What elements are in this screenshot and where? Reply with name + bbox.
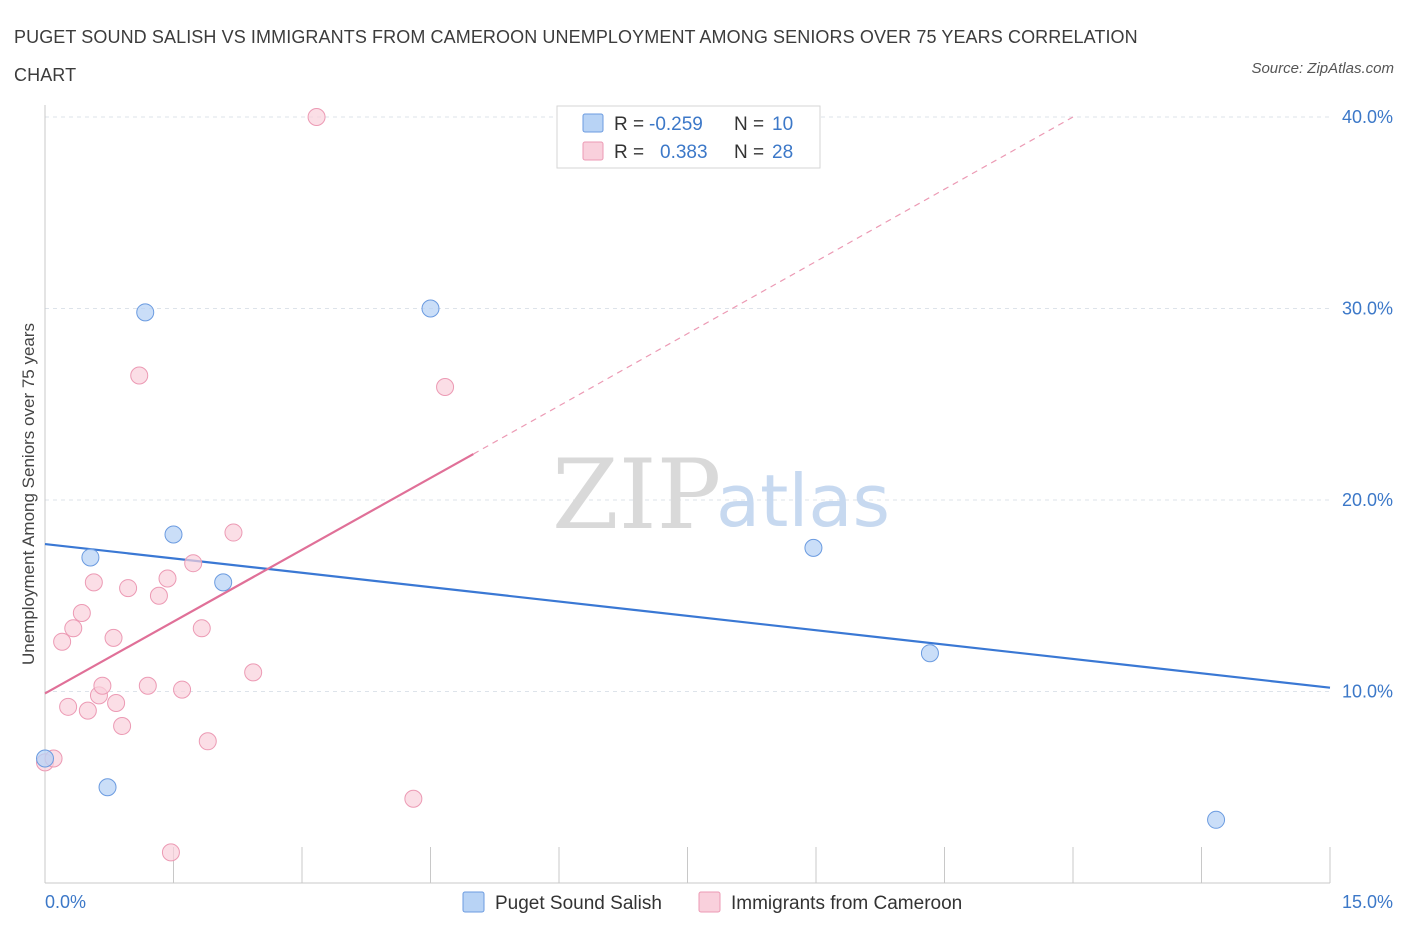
trend-lines: [44, 116, 1331, 695]
trend-extension-immigrants-from-cameroon: [473, 116, 1074, 455]
watermark: ZIP atlas: [552, 439, 890, 551]
series-legend-label-1: Puget Sound Salish: [495, 893, 662, 914]
point-immigrants-from-cameroon: [113, 716, 132, 735]
series-legend: Puget Sound Salish Immigrants from Camer…: [462, 891, 962, 914]
point-puget-sound-salish: [164, 525, 183, 544]
legend-n-label-1: N =: [734, 114, 764, 135]
watermark-atlas: atlas: [716, 459, 890, 543]
point-puget-sound-salish: [214, 573, 233, 592]
point-immigrants-from-cameroon: [138, 676, 157, 695]
point-immigrants-from-cameroon: [161, 843, 180, 862]
point-puget-sound-salish: [1207, 810, 1226, 829]
source-label: Source: ZipAtlas.com: [1251, 60, 1394, 77]
y-tick-label: 10.0%: [1342, 682, 1393, 702]
point-immigrants-from-cameroon: [59, 697, 78, 716]
data-points: [36, 108, 1226, 862]
legend-n-value-2: 28: [772, 142, 793, 163]
point-immigrants-from-cameroon: [72, 603, 91, 622]
y-tick-label: 30.0%: [1342, 299, 1393, 319]
point-immigrants-from-cameroon: [244, 663, 263, 682]
point-immigrants-from-cameroon: [130, 366, 149, 385]
point-immigrants-from-cameroon: [64, 619, 83, 638]
grid: [45, 116, 1330, 692]
point-immigrants-from-cameroon: [404, 789, 423, 808]
point-puget-sound-salish: [81, 548, 100, 567]
point-puget-sound-salish: [36, 749, 54, 768]
legend-n-label-2: N =: [734, 142, 764, 163]
point-immigrants-from-cameroon: [192, 619, 211, 638]
point-immigrants-from-cameroon: [119, 579, 138, 598]
x-tick-label-min: 0.0%: [45, 892, 86, 912]
y-tick-label: 20.0%: [1342, 490, 1393, 510]
series-legend-swatch-blue: [462, 891, 485, 913]
point-immigrants-from-cameroon: [78, 701, 97, 720]
point-immigrants-from-cameroon: [436, 378, 455, 397]
point-immigrants-from-cameroon: [173, 680, 192, 699]
point-immigrants-from-cameroon: [184, 554, 203, 573]
point-puget-sound-salish: [98, 778, 117, 797]
point-immigrants-from-cameroon: [53, 632, 72, 651]
point-immigrants-from-cameroon: [107, 693, 126, 712]
trend-line-puget-sound-salish: [44, 542, 1331, 689]
y-axis-label: Unemployment Among Seniors over 75 years: [19, 323, 38, 665]
series-legend-label-2: Immigrants from Cameroon: [731, 893, 962, 914]
legend-swatch-pink: [582, 141, 604, 161]
tick-labels: 10.0% 20.0% 30.0% 40.0% 0.0% 15.0%: [45, 107, 1393, 912]
axes: [44, 105, 1331, 884]
point-immigrants-from-cameroon: [198, 732, 217, 751]
legend-r-value-2: 0.383: [660, 142, 708, 163]
legend-r-value-1: -0.259: [649, 114, 703, 135]
point-immigrants-from-cameroon: [84, 573, 103, 592]
legend-r-label-2: R =: [614, 142, 644, 163]
stats-legend: R = -0.259 N = 10 R = 0.383 N = 28: [556, 105, 821, 169]
point-immigrants-from-cameroon: [307, 108, 326, 126]
y-tick-label: 40.0%: [1342, 107, 1393, 127]
point-immigrants-from-cameroon: [93, 676, 112, 695]
legend-n-value-1: 10: [772, 114, 793, 135]
point-immigrants-from-cameroon: [224, 523, 243, 542]
point-immigrants-from-cameroon: [104, 628, 123, 647]
series-legend-swatch-pink: [698, 891, 721, 913]
point-puget-sound-salish: [804, 538, 823, 557]
point-immigrants-from-cameroon: [149, 586, 168, 605]
x-tick-label-max: 15.0%: [1342, 892, 1393, 912]
point-puget-sound-salish: [136, 303, 155, 322]
point-immigrants-from-cameroon: [158, 569, 177, 588]
trend-line-immigrants-from-cameroon: [44, 453, 474, 695]
point-puget-sound-salish: [421, 299, 440, 318]
chart-title: PUGET SOUND SALISH VS IMMIGRANTS FROM CA…: [14, 27, 1138, 85]
point-puget-sound-salish: [920, 644, 939, 663]
legend-swatch-blue: [582, 113, 604, 133]
legend-r-label-1: R =: [614, 114, 644, 135]
watermark-zip: ZIP: [552, 439, 721, 551]
